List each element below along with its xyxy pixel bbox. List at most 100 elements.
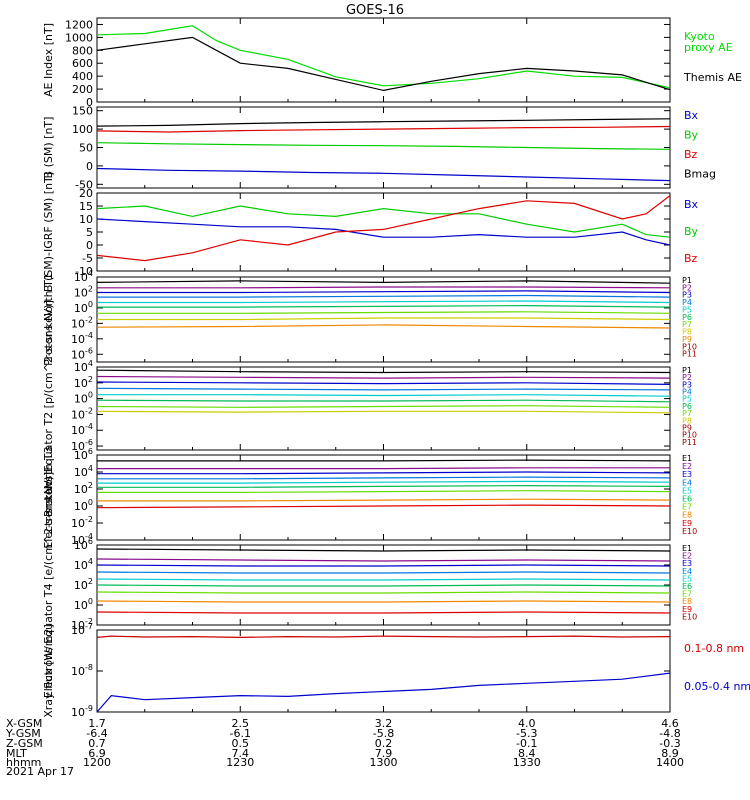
legend-entry: P7 [682,320,692,329]
legend-entry: P3 [682,380,692,389]
y-tick-exponent: 4 [88,464,93,473]
legend-entry: E4 [682,567,692,576]
panel-2: -50 0 50 100 150 B (SM) [nT] Bx By Bz Bmag [42,105,716,192]
y-tick-exponent: 4 [88,359,93,368]
series-line [96,324,671,329]
y-tick-label: 800 [72,44,93,57]
footer-value: 1400 [656,756,684,769]
y-tick-label: 104 [74,557,93,572]
legend-entry: E2 [682,462,692,471]
footer-value: 1230 [226,756,254,769]
footer-value: 0.7 [88,737,106,750]
series-line [96,672,671,713]
legend-entry: E10 [682,612,697,621]
legend-entry: Bz [684,252,698,265]
y-tick-exponent: 2 [88,481,93,490]
y-tick-label: 150 [72,105,93,118]
y-tick-label: 104 [74,359,93,374]
y-axis-label: Protons North T1 [42,273,55,366]
legend-entry: Themis AE [683,71,742,84]
legend-entry: E4 [682,478,692,487]
y-tick-label: 102 [74,375,93,390]
y-tick-exponent: 2 [88,375,93,384]
legend-entry: Bz [684,148,698,161]
y-tick-exponent: 2 [88,284,93,293]
footer-row-label: MLT [6,747,27,760]
series-group [96,635,671,713]
series-line [96,405,671,408]
panel-7: 106 104 102 100 10-2 Electrons Equator T4 [e/… [42,472,697,698]
footer-value: -5.8 [373,727,394,740]
series-line [97,394,671,397]
y-axis-label: B (SM)-IGRF (SM) [nT] [42,172,55,292]
series-line [97,304,671,308]
y-tick-exponent: -6 [85,438,93,447]
series-line [96,611,671,614]
legend-entry: Bx [684,198,699,211]
date-label: 2021 Apr 17 [6,765,74,778]
y-tick-label: 10-4 [71,331,93,346]
plot-title: GOES-16 [346,3,404,18]
y-tick-label: 100 [74,300,93,315]
footer-row-label: X-GSM [6,717,42,730]
footer-value: 1200 [83,756,111,769]
y-axis-label: B (SM) [nT] [42,117,55,179]
footer-row-label: Z-GSM [6,737,43,750]
series-line [96,125,671,133]
legend-entry: P1 [682,276,692,285]
legend-entry: E7 [682,590,692,599]
legend-entry: P10 [682,431,697,440]
series-line [96,635,671,639]
legend-entry: P2 [682,283,692,292]
footer-value: 8.4 [518,747,536,760]
y-tick-label: 104 [74,464,93,479]
y-tick-label: 102 [74,481,93,496]
legend-entry: P5 [682,395,692,404]
y-axis-label: AE Index [nT] [42,23,55,97]
y-tick-exponent: 4 [88,557,93,566]
series-line [96,399,671,403]
y-tick-exponent: -6 [85,346,93,355]
legend-entry: P8 [682,328,692,337]
legend-entry: P11 [682,438,697,447]
y-tick-label: 15 [79,200,93,213]
y-tick-exponent: -4 [85,532,93,541]
y-tick-exponent: 6 [88,447,93,456]
y-tick-label: 100 [72,123,93,136]
y-tick-label: 600 [72,57,93,70]
series-group [96,369,671,414]
series-line [96,205,671,238]
series-line [97,484,671,488]
y-tick-exponent: -2 [85,406,93,415]
legend-entry: E9 [682,605,692,614]
legend-entry: P6 [682,313,692,322]
legend-entry: E3 [682,559,692,568]
y-tick-exponent: 0 [88,597,93,606]
legend-entry: P11 [682,350,697,359]
legend-entry: Bmag [684,168,716,181]
legend: Bx By Bz Bmag [684,109,716,181]
series-line [96,167,671,182]
footer-value: 4.0 [518,717,536,730]
legend-entry: E6 [682,582,692,591]
footer-value: 8.9 [661,747,679,760]
legend: 0.1-0.8 nm 0.05-0.4 nm [684,642,750,693]
legend-entry: P5 [682,305,692,314]
legend-entry: P7 [682,409,692,418]
y-tick-label: 1000 [65,31,93,44]
series-group [96,548,671,614]
y-tick-exponent: -2 [85,617,93,626]
y-tick-label: 10-7 [71,622,93,637]
series-line [96,381,671,385]
series-line [96,591,671,594]
y-tick-label: 10 [79,213,93,226]
footer-row-label: hhmm [6,756,41,769]
footer-value: -6.4 [86,727,107,740]
y-tick-exponent: -9 [85,704,93,713]
